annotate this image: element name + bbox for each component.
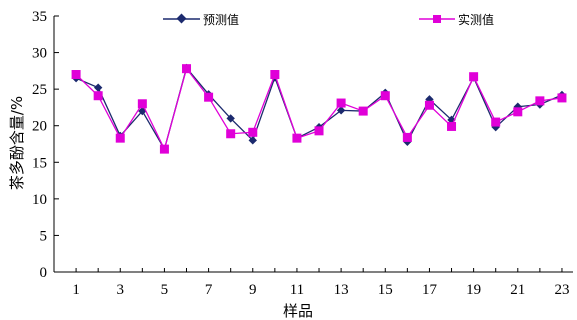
point-measured-23: [557, 93, 567, 103]
point-predicted-9: [248, 136, 257, 145]
point-measured-12: [314, 126, 324, 136]
point-measured-6: [182, 64, 192, 74]
legend-item-measured: 实测值: [419, 12, 494, 27]
point-measured-11: [292, 133, 302, 143]
y-tick-label-10: 10: [32, 192, 47, 208]
x-axis-title: 样品: [283, 302, 313, 320]
legend-item-predicted: 预测值: [163, 12, 239, 27]
y-tick-label-15: 15: [32, 155, 47, 171]
legend-label-predicted: 预测值: [203, 12, 239, 27]
point-measured-1: [71, 70, 81, 80]
x-tick-label-3: 3: [117, 282, 125, 298]
legend: 预测值 实测值: [163, 12, 494, 27]
point-measured-13: [336, 98, 346, 108]
point-measured-10: [270, 70, 280, 80]
y-tick-label-25: 25: [32, 82, 47, 98]
x-tick-label-15: 15: [378, 282, 393, 298]
point-measured-19: [469, 72, 479, 82]
x-tick-label-17: 17: [422, 282, 438, 298]
point-predicted-13: [336, 106, 346, 115]
point-measured-7: [204, 92, 214, 102]
point-measured-9: [248, 127, 258, 137]
point-measured-16: [402, 132, 412, 142]
point-measured-8: [226, 129, 236, 139]
series-line-measured: [75, 67, 563, 151]
point-predicted-8: [226, 114, 235, 123]
point-measured-17: [424, 100, 434, 110]
point-measured-2: [93, 91, 103, 101]
x-tick-label-13: 13: [334, 282, 349, 298]
y-tick-label-30: 30: [32, 46, 47, 62]
x-tick-label-23: 23: [554, 282, 569, 298]
point-predicted-2: [93, 83, 103, 92]
point-predicted-4: [138, 106, 147, 116]
y-tick-label-20: 20: [32, 119, 47, 135]
legend-label-measured: 实测值: [458, 12, 494, 27]
point-measured-20: [491, 117, 501, 127]
y-tick-label-35: 35: [32, 9, 47, 25]
y-axis-title: 茶多酚含量/%: [8, 96, 26, 190]
x-tick-label-21: 21: [510, 282, 525, 298]
point-measured-4: [137, 99, 147, 109]
point-measured-5: [159, 144, 169, 154]
point-measured-15: [380, 91, 390, 101]
point-measured-14: [358, 106, 368, 116]
x-tick-label-5: 5: [161, 282, 169, 298]
y-tick-label-5: 5: [40, 228, 48, 244]
x-tick-label-7: 7: [205, 282, 213, 298]
point-measured-21: [513, 107, 523, 117]
legend-marker-predicted: [176, 13, 187, 24]
point-measured-3: [115, 133, 125, 143]
x-tick-label-19: 19: [466, 282, 481, 298]
point-measured-22: [535, 96, 545, 106]
point-measured-18: [447, 121, 457, 131]
x-tick-label-9: 9: [249, 282, 257, 298]
x-tick-label-1: 1: [72, 282, 80, 298]
legend-marker-measured: [433, 15, 441, 23]
x-tick-label-11: 11: [290, 282, 304, 298]
y-tick-label-0: 0: [40, 265, 48, 281]
